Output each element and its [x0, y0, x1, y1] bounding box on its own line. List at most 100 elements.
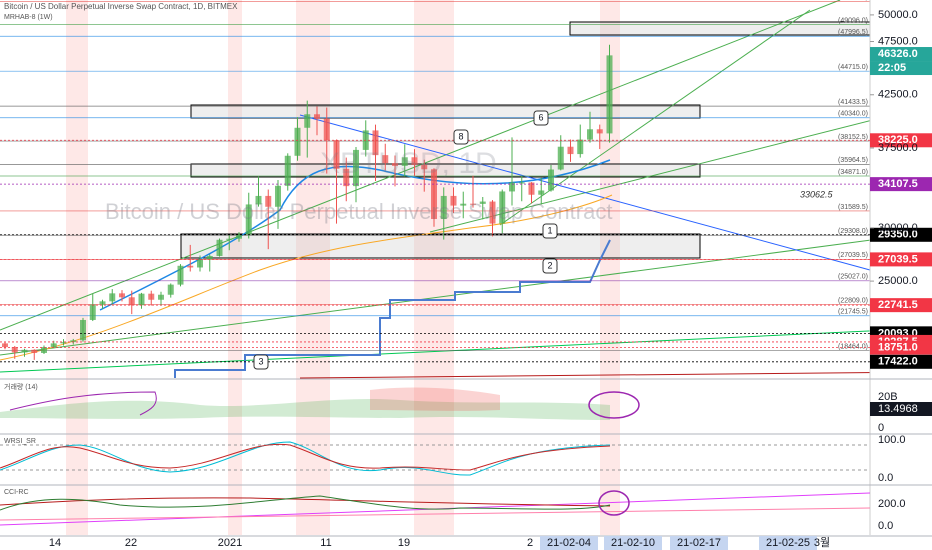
candle-body — [31, 349, 38, 353]
countdown-box — [870, 61, 932, 76]
candle-body — [372, 130, 379, 156]
candle-body — [401, 157, 408, 166]
candle-body — [479, 201, 486, 204]
candle-body — [41, 347, 47, 353]
candle-body — [548, 169, 554, 191]
candle-body — [284, 155, 291, 186]
x-tick-label: 19 — [398, 537, 410, 549]
y-tick-label: 37500.0 — [878, 142, 918, 154]
candles — [2, 44, 613, 360]
annotation: 3 — [258, 356, 263, 366]
level-label: (22809.0) — [838, 297, 868, 304]
candle-body — [606, 55, 613, 134]
pane-label: 20B — [878, 391, 898, 403]
pane-label: 0.0 — [878, 520, 893, 532]
price-label-box — [870, 177, 932, 192]
price-label-box — [870, 47, 932, 62]
candle-body — [596, 129, 603, 134]
candle-body — [187, 265, 194, 268]
pane3-plot — [0, 490, 871, 526]
candle-body — [557, 146, 564, 170]
candle-body — [50, 343, 57, 348]
level-label: (38152.5) — [838, 134, 868, 141]
level-label: (49096.0) — [838, 17, 868, 24]
y-tick-label: 47500.0 — [878, 35, 918, 47]
y-tick-label: 42500.0 — [878, 89, 918, 101]
x-date-label: 21-02-25 — [766, 537, 810, 549]
candle-body — [411, 157, 418, 165]
zones — [180, 21, 932, 259]
candle-body — [304, 114, 311, 128]
candle-body — [538, 190, 545, 195]
candle-body — [343, 168, 350, 187]
pane-label: 13.4968 — [878, 403, 918, 415]
annotation-box — [542, 258, 558, 274]
candle-body — [70, 340, 77, 343]
candle-body — [21, 349, 28, 353]
pane-label: 0.0 — [878, 472, 893, 484]
level-label: (41433.5) — [838, 99, 868, 106]
candle-body — [275, 185, 281, 207]
candle-body — [382, 155, 389, 164]
price-label-box — [870, 133, 932, 148]
y-tick-label: 25000.0 — [878, 275, 918, 287]
candle-body — [99, 301, 106, 305]
countdown: 22:05 — [878, 62, 906, 74]
candle-body — [245, 204, 252, 235]
level-label: (21745.5) — [838, 309, 868, 316]
candle-body — [440, 195, 447, 220]
x-tick-label: 11 — [320, 537, 331, 549]
annotation: 2 — [547, 260, 552, 270]
price-axis — [870, 0, 932, 535]
candle-body — [460, 203, 467, 206]
y-tick-label: 50000.0 — [878, 9, 918, 21]
candle-body — [450, 195, 457, 206]
x-date-box — [540, 536, 598, 550]
candle-body — [567, 146, 574, 155]
annotation-box — [533, 110, 549, 126]
pane-label: 100.0 — [878, 434, 906, 446]
x-tick-label: 2021 — [218, 537, 242, 549]
candle-body — [119, 293, 125, 298]
candle-body — [109, 293, 116, 302]
candle-body — [294, 127, 301, 156]
level-label: (18464.0) — [838, 344, 868, 351]
price-note: 33062.5 — [800, 189, 834, 199]
pane3-title: CCI-RC — [4, 489, 29, 496]
candle-body — [333, 140, 340, 169]
x-date-box — [604, 536, 662, 550]
price-label: 22741.5 — [878, 299, 918, 311]
candle-body — [499, 191, 506, 224]
candle-body — [206, 255, 213, 260]
candle-body — [177, 265, 184, 285]
pane-label: 200.0 — [878, 498, 906, 510]
candle-body — [167, 284, 174, 295]
annotation: 6 — [538, 112, 543, 122]
level-label: (51278.0) — [838, 0, 868, 1]
candle-body — [518, 182, 525, 184]
pane1-title: 거래량 (14) — [4, 382, 38, 391]
y-tick-label: 30000.0 — [878, 222, 918, 234]
candle-body — [470, 203, 476, 205]
candle-body — [216, 239, 223, 256]
level-label: (35964.5) — [838, 157, 868, 164]
level-label: (44715.0) — [838, 64, 868, 71]
candle-body — [89, 304, 96, 320]
x-date-label: 21-02-10 — [611, 537, 655, 549]
price-label: 18751.0 — [878, 342, 918, 354]
level-label: (34871.0) — [838, 169, 868, 176]
candle-body — [431, 169, 437, 220]
x-tick-label: 3월 — [814, 536, 830, 549]
price-label: 29350.0 — [878, 229, 918, 241]
price-label-box — [870, 340, 932, 355]
candle-body — [353, 149, 359, 187]
x-date-box — [670, 536, 728, 550]
level-label: (40340.0) — [838, 111, 868, 118]
price-label-box — [870, 227, 932, 242]
watermark-symbol: XBTUSD, 1D — [320, 147, 497, 180]
candle-body — [255, 195, 262, 205]
price-label-box — [870, 354, 932, 369]
x-tick-label: 22 — [125, 537, 137, 549]
candle-body — [587, 129, 593, 140]
